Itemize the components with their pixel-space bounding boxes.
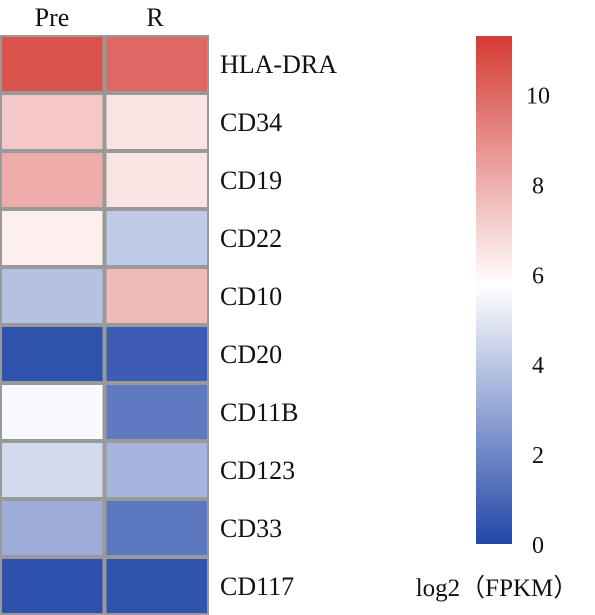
heatmap-cell [2, 37, 103, 91]
row-label: CD20 [220, 340, 282, 369]
column-label: R [146, 3, 164, 32]
colorbar-label: log2（FPKM） [416, 574, 579, 602]
colorbar-ticks: 0 2 4 6 8 10 [526, 83, 550, 559]
row-label: CD34 [220, 108, 282, 137]
colorbar-tick-label: 2 [532, 443, 544, 469]
heatmap-cell [106, 385, 207, 439]
heatmap-cell [2, 559, 103, 613]
heatmap-cell [2, 269, 103, 323]
heatmap-cell [2, 443, 103, 497]
heatmap-cell [106, 211, 207, 265]
heatmap-cell [106, 269, 207, 323]
heatmap-cell [106, 95, 207, 149]
row-label: CD123 [220, 456, 295, 485]
row-label: CD33 [220, 514, 282, 543]
column-labels: Pre R [35, 3, 165, 32]
heatmap-cell [106, 559, 207, 613]
column-label: Pre [35, 3, 70, 32]
row-label: CD10 [220, 282, 282, 311]
heatmap-cell [2, 327, 103, 381]
colorbar-tick-label: 4 [532, 353, 544, 379]
heatmap-cell [106, 443, 207, 497]
heatmap-cell [106, 501, 207, 555]
row-label: CD11B [220, 398, 299, 427]
colorbar-tick-label: 0 [532, 533, 544, 559]
heatmap-cell [106, 153, 207, 207]
heatmap-cell [2, 95, 103, 149]
row-label: CD22 [220, 224, 282, 253]
heatmap-cell [106, 327, 207, 381]
heatmap-cells [2, 37, 207, 613]
row-label: CD117 [220, 572, 294, 601]
heatmap-cell [106, 37, 207, 91]
colorbar-tick-label: 8 [532, 173, 544, 199]
row-labels: HLA-DRA CD34 CD19 CD22 CD10 CD20 CD11B CD123 CD3… [220, 50, 337, 601]
colorbar-tick-label: 10 [526, 83, 550, 109]
row-label: CD19 [220, 166, 282, 195]
heatmap-cell [2, 385, 103, 439]
colorbar-tick-label: 6 [532, 263, 544, 289]
row-label: HLA-DRA [220, 50, 337, 79]
heatmap-cell [2, 501, 103, 555]
colorbar [476, 36, 512, 544]
heatmap-cell [2, 211, 103, 265]
heatmap-cell [2, 153, 103, 207]
